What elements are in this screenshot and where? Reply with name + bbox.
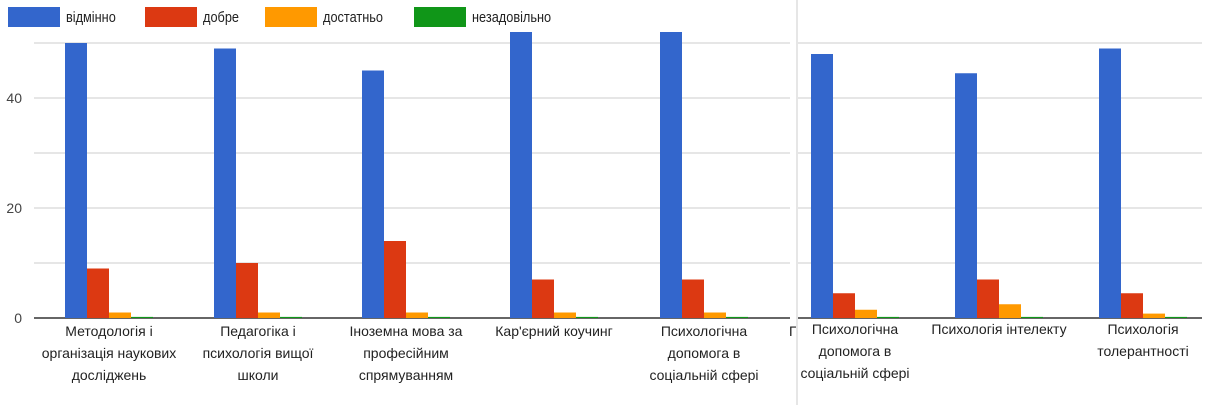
bar-excellent-1-1	[955, 73, 977, 318]
legend-swatch-good	[144, 7, 197, 27]
bar-good-0-1	[236, 263, 258, 318]
legend-item-good: добре	[144, 7, 245, 27]
bar-excellent-0-2	[362, 70, 384, 318]
legend-item-excellent: відмінно	[8, 7, 125, 27]
bar-good-1-0	[833, 293, 855, 318]
bar-unsatisfactory-1-0	[877, 316, 899, 318]
legend-label-excellent: відмінно	[66, 8, 116, 26]
category-label-1-2: Психологія толерантності	[1097, 321, 1188, 359]
y-tick-label-40: 40	[6, 90, 22, 106]
legend-item-sufficient: достатньо	[264, 7, 394, 27]
category-label-0-1: Педагогіка і психологія вищої школи	[203, 323, 314, 383]
legend-item-unsatisfactory: незадовільно	[413, 7, 565, 27]
legend-swatch-sufficient	[264, 7, 317, 27]
category-label-0-3: Кар'єрний коучинг	[495, 323, 612, 339]
category-label-0-0: Методологія і організація наукових дослідж…	[42, 323, 177, 383]
bar-excellent-1-0	[811, 54, 833, 318]
bar-excellent-0-1	[214, 48, 236, 318]
legend-label-good: добре	[202, 8, 239, 26]
y-tick-label-0: 0	[14, 310, 22, 326]
bar-good-0-3	[532, 279, 554, 318]
bar-sufficient-0-0	[109, 312, 131, 318]
bar-sufficient-0-3	[554, 312, 576, 318]
legend-swatch-unsatisfactory	[413, 7, 466, 27]
bar-sufficient-1-1	[999, 304, 1021, 318]
bar-unsatisfactory-0-4	[726, 316, 748, 318]
bar-unsatisfactory-1-1	[1021, 316, 1043, 318]
panel-divider	[796, 0, 798, 405]
legend-label-unsatisfactory: незадовільно	[471, 8, 551, 26]
bar-unsatisfactory-0-2	[428, 316, 450, 318]
bar-excellent-0-4	[660, 32, 682, 318]
bar-unsatisfactory-0-0	[131, 316, 153, 318]
legend-label-sufficient: достатньо	[322, 8, 384, 26]
bar-good-0-2	[384, 241, 406, 318]
clipped-category-label: П	[789, 323, 799, 339]
bar-excellent-1-2	[1099, 48, 1121, 318]
bar-sufficient-0-4	[704, 312, 726, 318]
bar-unsatisfactory-1-2	[1165, 316, 1187, 318]
bar-good-1-1	[977, 279, 999, 318]
category-label-1-1: Психологія інтелекту	[931, 321, 1066, 337]
bar-sufficient-0-2	[406, 312, 428, 318]
y-tick-label-20: 20	[6, 200, 22, 216]
legend-swatch-excellent	[8, 7, 60, 27]
bar-excellent-0-0	[65, 43, 87, 318]
bar-sufficient-0-1	[258, 312, 280, 318]
bar-sufficient-1-2	[1143, 313, 1165, 318]
bar-good-0-0	[87, 268, 109, 318]
bar-good-0-4	[682, 279, 704, 318]
bar-unsatisfactory-0-3	[576, 316, 598, 318]
bar-excellent-0-3	[510, 32, 532, 318]
category-label-0-2: Іноземна мова за професійним спрямуванням	[350, 323, 463, 383]
chart-legend: відмінно добре достатньо незадовільно	[8, 6, 585, 28]
bar-good-1-2	[1121, 293, 1143, 318]
category-label-1-0: Психологічна допомога в соціальній сфері	[800, 321, 909, 381]
category-label-0-4: Психологічна допомога в соціальній сфері	[649, 323, 758, 383]
bar-sufficient-1-0	[855, 309, 877, 318]
bar-unsatisfactory-0-1	[280, 316, 302, 318]
